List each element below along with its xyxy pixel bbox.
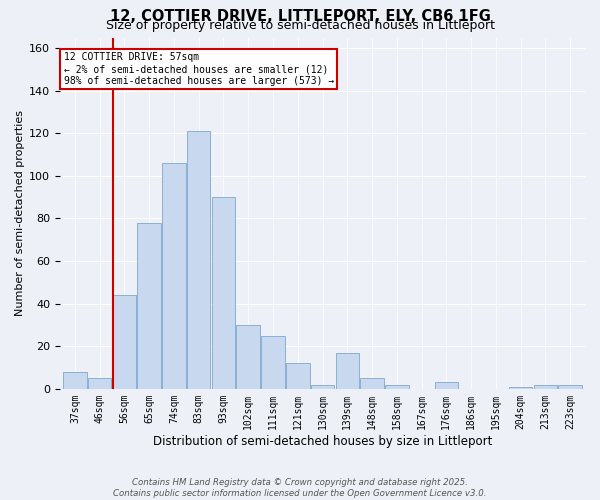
Text: Size of property relative to semi-detached houses in Littleport: Size of property relative to semi-detach… xyxy=(106,19,494,32)
Bar xyxy=(311,384,334,389)
Bar xyxy=(360,378,384,389)
Bar xyxy=(212,197,235,389)
Bar xyxy=(162,163,185,389)
X-axis label: Distribution of semi-detached houses by size in Littleport: Distribution of semi-detached houses by … xyxy=(153,434,492,448)
Bar xyxy=(236,325,260,389)
Y-axis label: Number of semi-detached properties: Number of semi-detached properties xyxy=(15,110,25,316)
Bar xyxy=(187,131,211,389)
Bar xyxy=(385,384,409,389)
Bar xyxy=(335,352,359,389)
Bar xyxy=(113,295,136,389)
Text: 12 COTTIER DRIVE: 57sqm
← 2% of semi-detached houses are smaller (12)
98% of sem: 12 COTTIER DRIVE: 57sqm ← 2% of semi-det… xyxy=(64,52,334,86)
Bar xyxy=(286,364,310,389)
Bar xyxy=(88,378,112,389)
Bar xyxy=(533,384,557,389)
Text: 12, COTTIER DRIVE, LITTLEPORT, ELY, CB6 1FG: 12, COTTIER DRIVE, LITTLEPORT, ELY, CB6 … xyxy=(110,9,490,24)
Bar xyxy=(434,382,458,389)
Bar xyxy=(63,372,86,389)
Bar xyxy=(509,386,532,389)
Bar xyxy=(261,336,285,389)
Bar xyxy=(559,384,582,389)
Text: Contains HM Land Registry data © Crown copyright and database right 2025.
Contai: Contains HM Land Registry data © Crown c… xyxy=(113,478,487,498)
Bar xyxy=(137,222,161,389)
